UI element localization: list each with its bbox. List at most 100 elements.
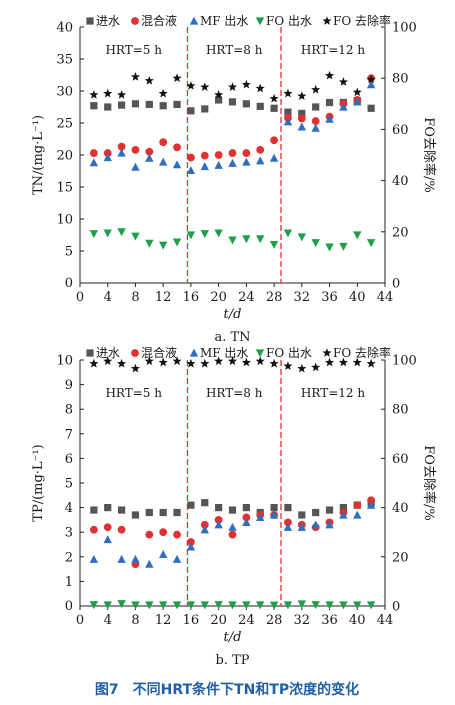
legend-marker-fo-removal bbox=[322, 348, 332, 357]
legend-label-mf-effluent: MF 出水 bbox=[200, 14, 248, 28]
point-fo-removal bbox=[352, 87, 362, 97]
point-fo-effluent bbox=[353, 601, 362, 610]
point-mf-effluent bbox=[89, 554, 99, 563]
point-fo-removal bbox=[214, 90, 224, 99]
point-influent bbox=[325, 506, 334, 514]
panel-tn: 0 4 8 12 16 20 24 28 32 36 40 440510152025303540020… bbox=[31, 13, 437, 345]
point-influent bbox=[325, 98, 334, 107]
point-fo-effluent bbox=[325, 601, 334, 610]
x-tick-label: 44 bbox=[377, 290, 394, 305]
point-mf-effluent bbox=[103, 535, 112, 544]
hrt-label: HRT=8 h bbox=[206, 386, 263, 400]
legend-label-mixed-liquor: 混合液 bbox=[141, 345, 177, 360]
point-influent bbox=[242, 100, 250, 108]
point-fo-effluent bbox=[297, 233, 307, 242]
point-mf-effluent bbox=[269, 510, 279, 519]
point-mixed-liquor bbox=[284, 518, 292, 527]
y2-tick-label: 0 bbox=[392, 600, 400, 615]
series-influent bbox=[90, 96, 375, 117]
point-mixed-liquor bbox=[214, 516, 223, 524]
x-tick-label: 32 bbox=[294, 290, 311, 305]
hrt-label: HRT=12 h bbox=[301, 43, 365, 57]
point-fo-removal bbox=[297, 363, 307, 373]
hrt-label: HRT=12 h bbox=[301, 386, 365, 400]
point-mf-effluent bbox=[145, 153, 154, 162]
x-tick-label: 44 bbox=[377, 613, 394, 628]
point-mf-effluent bbox=[214, 160, 223, 169]
legend-marker-influent bbox=[86, 17, 94, 25]
legend-marker-influent bbox=[86, 349, 94, 357]
legend-marker-mf-effluent bbox=[189, 348, 199, 357]
series-influent bbox=[90, 499, 375, 519]
point-mixed-liquor bbox=[145, 147, 154, 156]
legend-label-fo-effluent: FO 出水 bbox=[266, 346, 312, 360]
point-fo-removal bbox=[200, 82, 210, 92]
y-tick-label: 9 bbox=[65, 378, 73, 393]
point-mf-effluent bbox=[145, 559, 154, 568]
point-mixed-liquor bbox=[173, 143, 181, 152]
point-mf-effluent bbox=[228, 522, 237, 531]
point-mixed-liquor bbox=[89, 149, 98, 157]
point-fo-removal bbox=[311, 84, 321, 94]
point-fo-effluent bbox=[158, 601, 168, 610]
legend-label-fo-removal: FO 去除率 bbox=[333, 13, 391, 28]
panel-subtitle: a. TN bbox=[214, 330, 250, 345]
y-tick-label: 5 bbox=[65, 477, 73, 492]
point-mf-effluent bbox=[200, 525, 209, 534]
y-tick-label: 30 bbox=[56, 85, 73, 100]
point-mixed-liquor bbox=[214, 151, 223, 159]
point-fo-effluent bbox=[89, 230, 99, 239]
point-mf-effluent bbox=[339, 510, 348, 519]
point-influent bbox=[367, 104, 375, 112]
point-fo-removal bbox=[103, 88, 113, 98]
point-fo-effluent bbox=[145, 239, 154, 248]
y-tick-label: 40 bbox=[56, 21, 73, 36]
point-mf-effluent bbox=[283, 522, 293, 531]
point-fo-removal bbox=[186, 81, 196, 90]
point-fo-removal bbox=[144, 75, 154, 85]
point-fo-removal bbox=[200, 358, 210, 368]
x-tick-label: 0 bbox=[76, 613, 84, 628]
point-influent bbox=[104, 504, 112, 512]
point-fo-removal bbox=[158, 88, 168, 98]
series-mf-effluent bbox=[89, 80, 376, 174]
y-axis-title: TP/(mg·L⁻¹) bbox=[31, 444, 46, 521]
point-fo-effluent bbox=[366, 601, 376, 610]
point-fo-removal bbox=[366, 358, 376, 368]
point-fo-effluent bbox=[131, 601, 140, 610]
point-influent bbox=[284, 108, 292, 116]
x-tick-label: 4 bbox=[104, 290, 112, 305]
point-fo-effluent bbox=[103, 229, 112, 238]
x-tick-label: 40 bbox=[349, 613, 366, 628]
point-mf-effluent bbox=[256, 513, 265, 522]
legend-label-fo-removal: FO 去除率 bbox=[333, 345, 391, 360]
point-influent bbox=[145, 508, 153, 517]
point-fo-effluent bbox=[366, 239, 376, 248]
series-fo-effluent bbox=[89, 600, 376, 610]
point-fo-effluent bbox=[256, 235, 265, 244]
point-fo-removal bbox=[366, 74, 376, 84]
point-influent bbox=[131, 511, 140, 519]
point-mixed-liquor bbox=[103, 523, 112, 532]
legend: 进水 混合液 MF 出水 FO 出水 FO 去除率 bbox=[86, 345, 391, 360]
point-fo-effluent bbox=[353, 231, 362, 240]
y-tick-label: 4 bbox=[65, 501, 73, 516]
legend-marker-mixed-liquor bbox=[131, 17, 139, 25]
point-mf-effluent bbox=[117, 554, 126, 563]
point-fo-effluent bbox=[311, 601, 320, 610]
y-tick-label: 0 bbox=[65, 276, 73, 291]
series-fo-effluent bbox=[89, 228, 376, 252]
x-tick-label: 16 bbox=[183, 613, 200, 628]
point-fo-effluent bbox=[242, 601, 251, 610]
y2-tick-label: 0 bbox=[392, 277, 400, 292]
point-influent bbox=[256, 102, 264, 110]
y-tick-label: 7 bbox=[65, 427, 73, 442]
point-mixed-liquor bbox=[228, 149, 237, 157]
y2-tick-label: 80 bbox=[392, 403, 409, 418]
x-axis-title: t/d bbox=[224, 630, 242, 645]
point-mixed-liquor bbox=[187, 153, 195, 162]
y-tick-label: 15 bbox=[56, 181, 73, 196]
legend-marker-mixed-liquor bbox=[131, 349, 139, 357]
y-tick-label: 5 bbox=[65, 245, 73, 260]
point-influent bbox=[284, 504, 292, 512]
